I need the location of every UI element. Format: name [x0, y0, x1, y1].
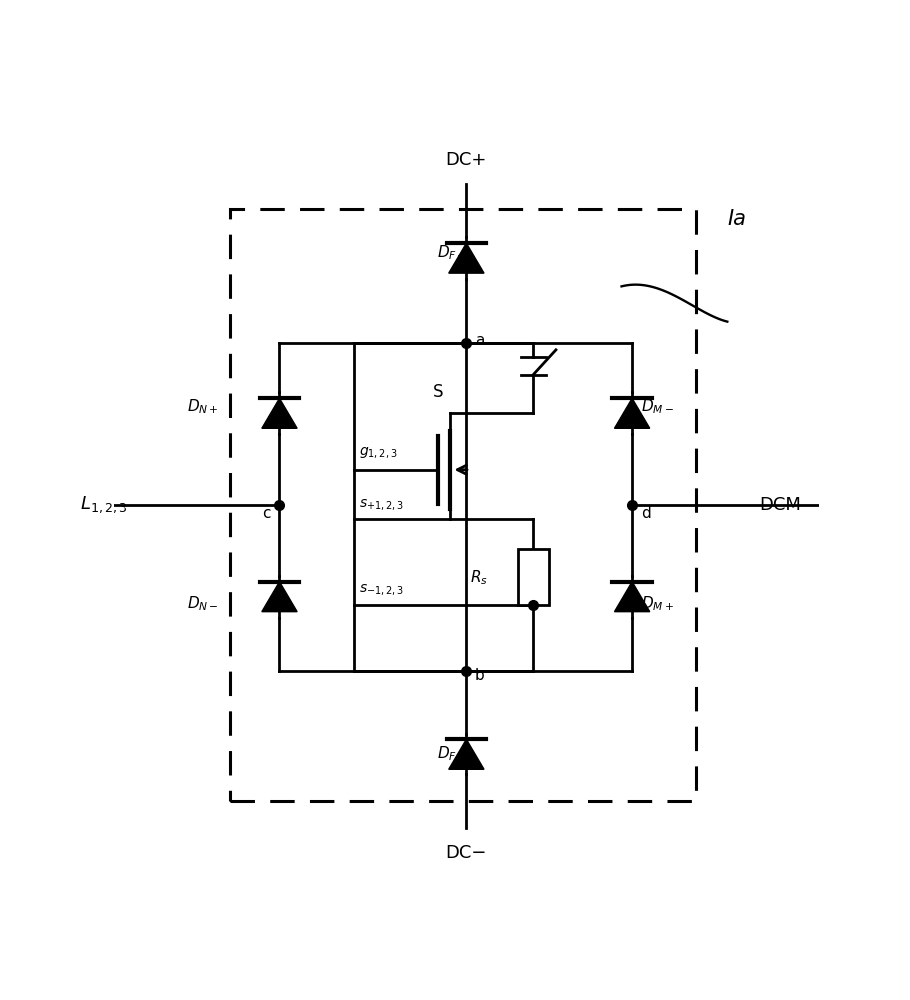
Polygon shape [449, 243, 484, 273]
Text: $s_{+1,2,3}$: $s_{+1,2,3}$ [359, 498, 404, 513]
Polygon shape [614, 582, 650, 612]
Text: c: c [262, 506, 270, 521]
Text: $D_{F-}$: $D_{F-}$ [437, 744, 466, 763]
Text: $D_{M+}$: $D_{M+}$ [642, 594, 674, 613]
Text: DC+: DC+ [446, 151, 487, 169]
Bar [230, 209, 695, 801]
Polygon shape [262, 582, 297, 612]
Polygon shape [449, 739, 484, 769]
Text: $L_{1,2,3}$: $L_{1,2,3}$ [80, 495, 127, 515]
Text: $D_{N+}$: $D_{N+}$ [187, 397, 218, 416]
Text: S: S [433, 383, 443, 401]
Text: DCM: DCM [759, 496, 801, 514]
Polygon shape [614, 398, 650, 428]
Text: b: b [475, 668, 485, 683]
Text: $R_s$: $R_s$ [470, 568, 488, 587]
Text: DC−: DC− [446, 844, 487, 862]
Text: $D_{N-}$: $D_{N-}$ [187, 594, 218, 613]
Text: d: d [642, 506, 651, 521]
Text: $D_{F+}$: $D_{F+}$ [437, 243, 466, 262]
Text: a: a [475, 333, 484, 348]
Text: $D_{M-}$: $D_{M-}$ [642, 397, 674, 416]
Text: $g_{1,2,3}$: $g_{1,2,3}$ [359, 446, 398, 461]
Text: Ia: Ia [727, 209, 746, 229]
Bar [518, 549, 549, 605]
Polygon shape [262, 398, 297, 428]
Text: $s_{-1,2,3}$: $s_{-1,2,3}$ [359, 583, 404, 598]
